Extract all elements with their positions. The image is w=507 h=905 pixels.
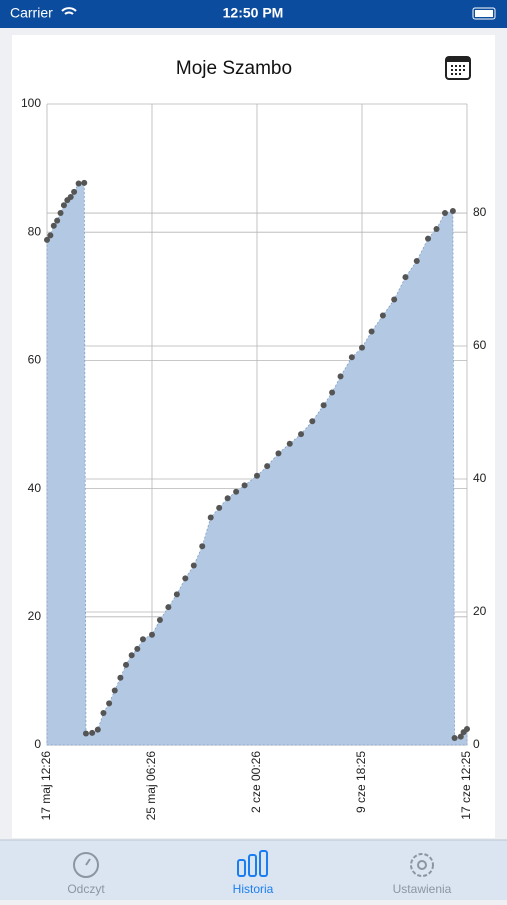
data-point xyxy=(368,328,375,335)
data-point xyxy=(149,631,155,638)
data-point xyxy=(464,725,470,732)
data-point xyxy=(233,488,240,495)
tab-label: Odczyt xyxy=(67,882,105,896)
y2-tick-label: 0 xyxy=(473,737,480,751)
data-point xyxy=(359,344,365,351)
y2-tick-label: 40 xyxy=(473,471,487,485)
data-point xyxy=(81,179,88,186)
x-tick-label: 9 cze 18:25 xyxy=(354,751,368,813)
data-point xyxy=(94,726,101,733)
tab-odczyt[interactable]: Odczyt xyxy=(67,852,105,896)
data-point xyxy=(139,636,146,643)
data-point xyxy=(241,482,248,489)
data-point xyxy=(451,734,458,741)
data-point xyxy=(224,495,231,502)
data-point xyxy=(286,440,293,447)
data-point xyxy=(128,652,135,659)
data-point xyxy=(111,687,118,694)
data-point xyxy=(134,645,141,652)
data-point xyxy=(391,296,398,303)
data-point xyxy=(82,730,89,737)
data-point xyxy=(402,274,409,281)
data-point xyxy=(275,450,282,457)
data-point xyxy=(309,418,316,425)
wifi-icon xyxy=(61,7,77,15)
y2-tick-label: 20 xyxy=(473,604,487,618)
data-point xyxy=(117,674,124,681)
data-point xyxy=(207,514,214,521)
data-point xyxy=(337,373,344,380)
data-point xyxy=(379,312,386,319)
data-point xyxy=(67,193,74,200)
tab-label: Historia xyxy=(233,882,274,896)
tab-historia[interactable]: Historia xyxy=(233,850,274,896)
y-tick-label: 40 xyxy=(28,481,42,495)
data-point xyxy=(57,209,64,216)
chart-title: Moje Szambo xyxy=(176,58,292,79)
data-point xyxy=(106,700,113,707)
y-tick-label: 0 xyxy=(34,737,41,751)
data-point xyxy=(199,543,206,550)
data-point xyxy=(441,209,448,216)
y-tick-label: 60 xyxy=(28,353,42,367)
data-point xyxy=(60,202,67,209)
y-tick-label: 20 xyxy=(28,609,42,623)
data-point xyxy=(182,575,189,582)
x-tick-label: 17 maj 12:26 xyxy=(39,751,53,821)
data-point xyxy=(75,180,82,187)
battery xyxy=(472,7,496,20)
data-point xyxy=(47,232,54,239)
calendar-button[interactable] xyxy=(445,56,471,80)
data-point xyxy=(254,472,260,479)
tab-bar xyxy=(0,840,507,900)
data-point xyxy=(425,235,432,242)
clock: 12:50 PM xyxy=(223,5,284,21)
data-point xyxy=(190,562,197,569)
data-point xyxy=(433,225,440,232)
plot: 0 20 40 60 80 100 0 20 40 60 80 17 maj 12:26 25 maj … xyxy=(21,96,487,820)
status-bar xyxy=(0,0,507,28)
data-point xyxy=(173,591,180,598)
tab-label: Ustawienia xyxy=(393,882,452,896)
battery-level xyxy=(475,10,493,17)
y2-tick-label: 60 xyxy=(473,338,487,352)
data-point xyxy=(89,729,96,736)
data-point xyxy=(329,389,336,396)
data-point xyxy=(413,258,420,265)
y-tick-label: 80 xyxy=(28,224,42,238)
x-tick-label: 17 cze 12:25 xyxy=(459,751,473,820)
data-point xyxy=(457,733,464,740)
data-point xyxy=(71,188,78,195)
data-point xyxy=(100,709,107,716)
data-point xyxy=(216,504,223,511)
data-point xyxy=(50,222,57,229)
data-point xyxy=(44,236,50,243)
data-point xyxy=(348,354,355,361)
data-point xyxy=(298,431,305,438)
data-point xyxy=(449,208,456,215)
data-point xyxy=(165,604,172,611)
carrier: Carrier xyxy=(10,5,53,21)
data-point xyxy=(123,661,130,668)
y-tick-label: 100 xyxy=(21,96,41,110)
tab-ustawienia[interactable]: Ustawienia xyxy=(393,853,452,896)
y2-tick-label: 80 xyxy=(473,205,487,219)
data-point xyxy=(264,463,271,470)
x-tick-label: 25 maj 06:26 xyxy=(144,751,158,821)
data-point xyxy=(320,402,327,409)
data-point xyxy=(156,617,163,624)
x-tick-label: 2 cze 00:26 xyxy=(249,751,263,813)
data-point xyxy=(54,217,61,224)
area xyxy=(46,182,468,746)
